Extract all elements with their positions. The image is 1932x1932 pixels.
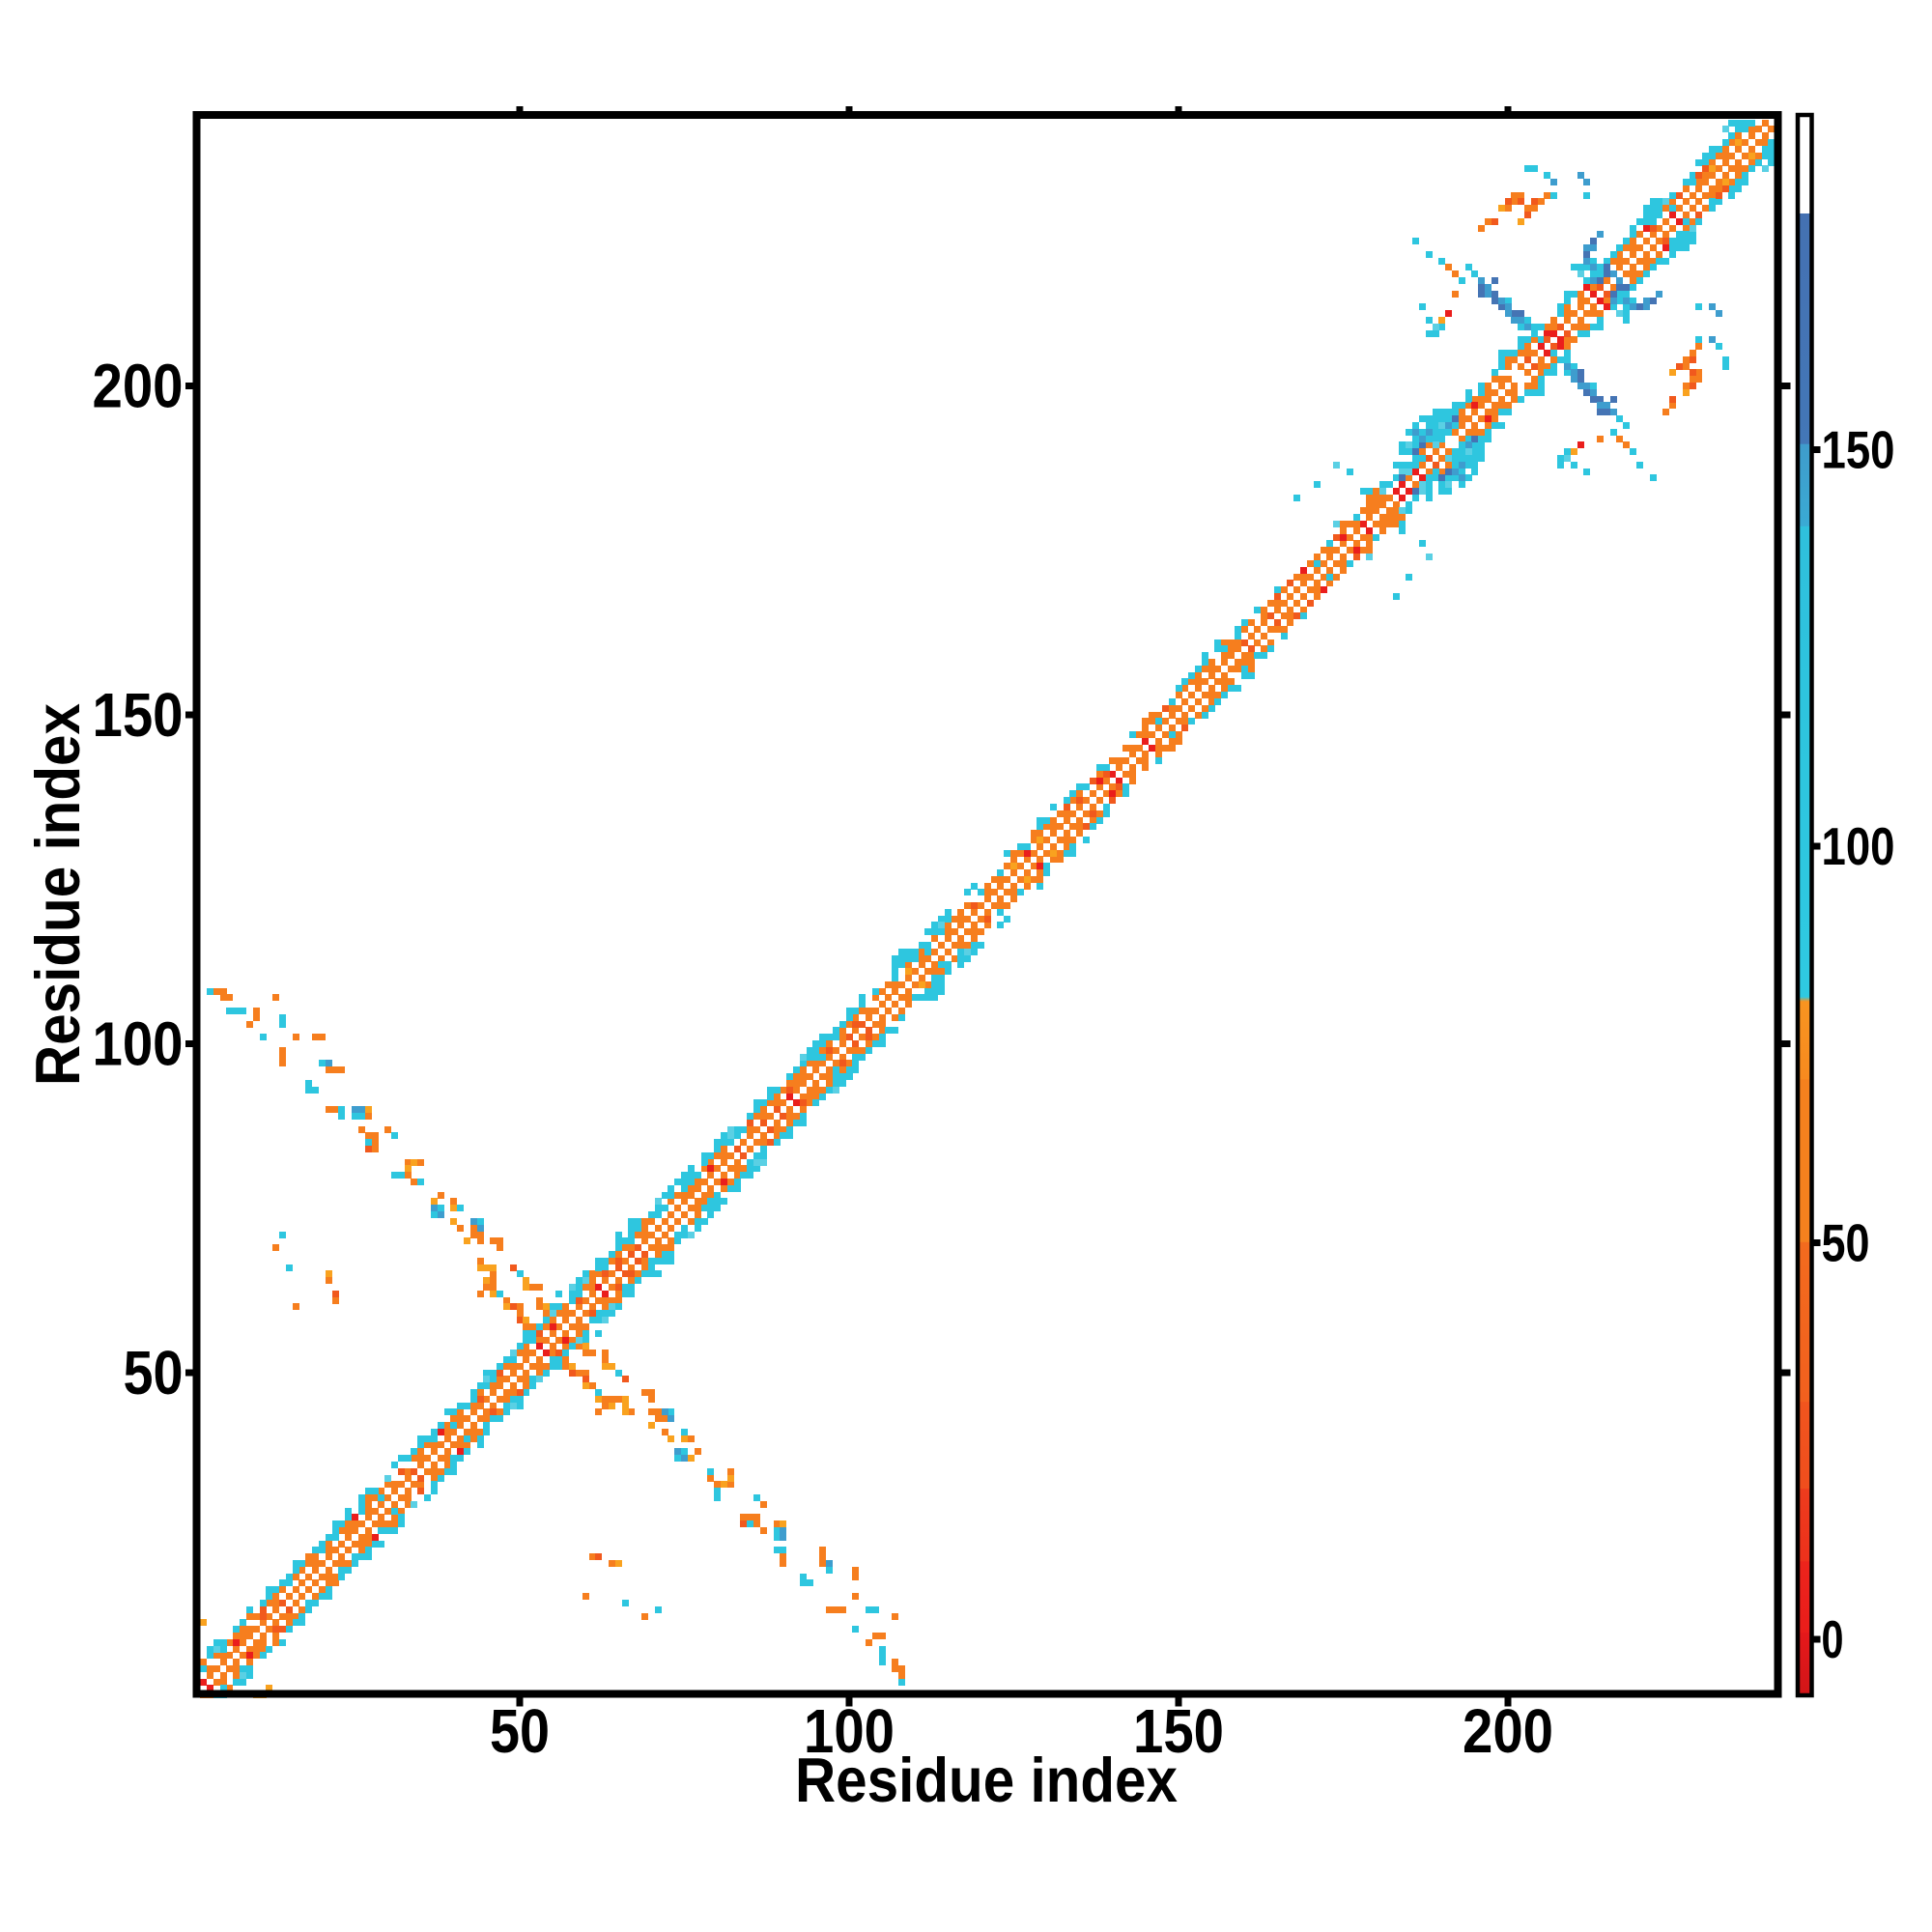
svg-text:200: 200 xyxy=(93,352,184,421)
svg-text:100: 100 xyxy=(804,1696,895,1766)
svg-text:50: 50 xyxy=(490,1696,550,1766)
svg-text:150: 150 xyxy=(1133,1696,1224,1766)
svg-text:50: 50 xyxy=(124,1338,184,1407)
svg-text:150: 150 xyxy=(93,680,184,750)
svg-text:150: 150 xyxy=(1822,420,1895,480)
svg-text:Residue index: Residue index xyxy=(22,703,93,1086)
svg-text:50: 50 xyxy=(1822,1213,1870,1273)
svg-text:Residue index: Residue index xyxy=(795,1745,1178,1815)
svg-text:200: 200 xyxy=(1463,1696,1553,1766)
svg-text:100: 100 xyxy=(93,1009,184,1079)
svg-text:0: 0 xyxy=(1822,1609,1844,1669)
svg-text:100: 100 xyxy=(1822,816,1895,876)
